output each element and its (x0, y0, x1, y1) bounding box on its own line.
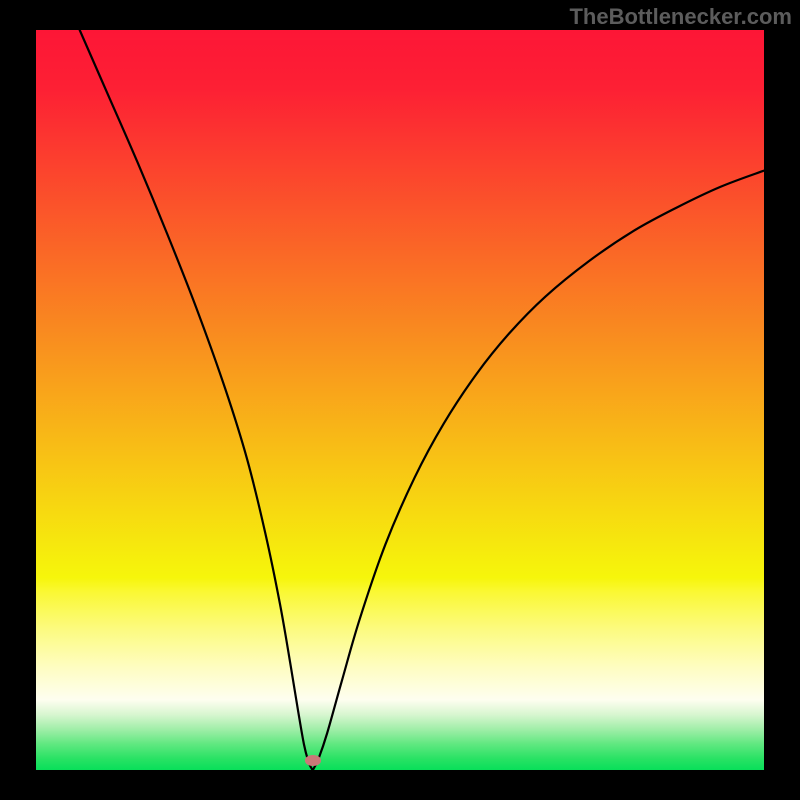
gradient-background (36, 30, 764, 770)
curve-svg (36, 30, 764, 770)
chart-container: TheBottlenecker.com (0, 0, 800, 800)
watermark-text: TheBottlenecker.com (569, 4, 792, 30)
plot-area (36, 30, 764, 770)
minimum-marker (305, 755, 321, 765)
